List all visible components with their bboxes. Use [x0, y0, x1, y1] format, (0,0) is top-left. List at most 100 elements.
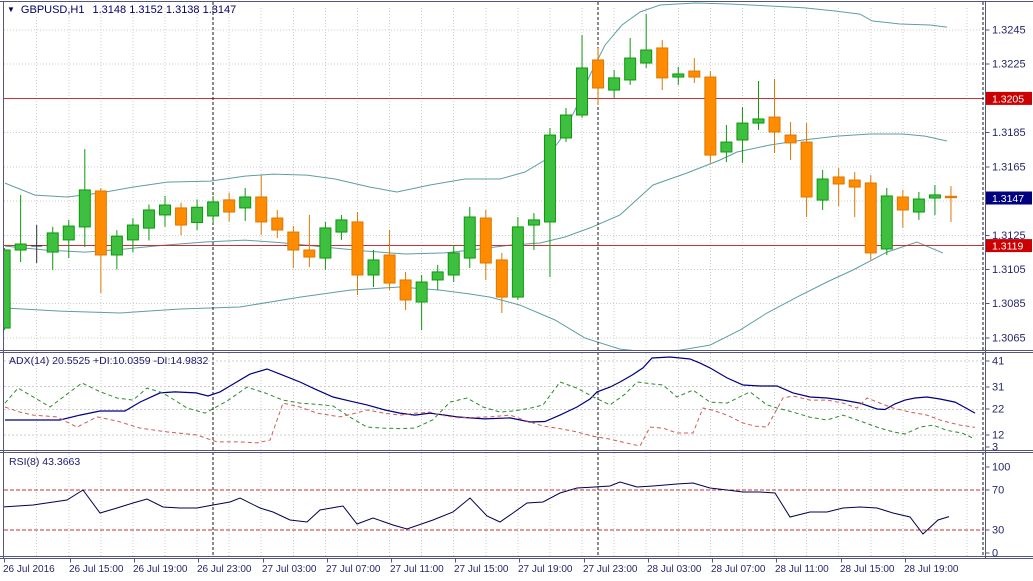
rsi-tick-label: 100 — [992, 462, 1010, 474]
candle-body — [335, 219, 348, 233]
price-tick-label: 1.3185 — [992, 127, 1026, 139]
candle-body — [142, 209, 155, 229]
time-tick-label: 28 Jul 11:00 — [775, 564, 829, 575]
candle-body — [560, 114, 572, 139]
candle-30 — [479, 209, 492, 280]
candle-43 — [688, 58, 701, 84]
adx-indicator-label: ADX(14) 20.5525 +DI:10.0359 -DI:14.9832 — [9, 355, 209, 367]
candle-body — [527, 219, 540, 226]
candles — [4, 13, 957, 331]
candle-44 — [704, 71, 717, 163]
rsi-tick-label: 0 — [992, 548, 998, 560]
candle-39 — [624, 38, 637, 85]
price-badge-label: 1.3147 — [992, 193, 1024, 205]
candle-body — [207, 201, 220, 217]
candle-56 — [896, 189, 909, 228]
candle-body — [110, 235, 123, 256]
candle-body — [431, 271, 444, 281]
candle-3 — [46, 226, 59, 271]
time-tick-label: 28 Jul 15:00 — [840, 564, 895, 575]
candle-body — [592, 59, 605, 89]
candle-body — [159, 204, 171, 216]
candle-48 — [768, 78, 781, 154]
candle-29 — [463, 207, 476, 268]
candle-body — [576, 67, 589, 116]
candle-body — [896, 196, 909, 211]
price-tick-label: 1.3085 — [992, 298, 1026, 310]
candle-15 — [239, 187, 252, 221]
candle-31 — [495, 252, 508, 313]
candle-18 — [287, 226, 300, 268]
adx-tick-label: 22 — [992, 404, 1004, 416]
candle-14 — [223, 192, 236, 222]
candle-6 — [94, 187, 107, 293]
adx-tick-label: 3 — [992, 442, 998, 454]
candle-38 — [608, 70, 621, 98]
candle-57 — [912, 192, 925, 220]
candle-22 — [351, 212, 364, 296]
candle-body — [351, 221, 364, 276]
adx-line — [5, 356, 976, 423]
candle-body — [367, 259, 380, 276]
candle-body — [271, 217, 284, 231]
ohlc-values: 1.3148 1.3152 1.3138 1.3147 — [92, 4, 237, 16]
candle-body — [78, 189, 91, 228]
candle-body — [640, 49, 653, 64]
candle-40 — [640, 13, 653, 68]
price-badge-label: 1.3119 — [992, 241, 1023, 253]
candle-body — [912, 198, 925, 213]
adx-gridlines — [4, 360, 984, 436]
candle-body — [46, 232, 59, 253]
candle-26 — [415, 274, 428, 331]
candle-12 — [191, 199, 204, 231]
rsi-indicator-label: RSI(8) 43.3663 — [9, 456, 81, 468]
candle-19 — [303, 214, 316, 267]
candle-2 — [31, 225, 43, 264]
price-badge-1.3205 — [986, 91, 1032, 105]
price-tick-label: 1.3245 — [992, 25, 1026, 37]
price-tick-label: 1.3125 — [992, 230, 1026, 242]
candle-32 — [511, 216, 524, 300]
candle-59 — [944, 186, 957, 222]
adx-tick-label: 12 — [992, 430, 1004, 442]
candle-body — [4, 249, 11, 329]
symbol-dropdown-icon[interactable]: ▼ — [7, 5, 15, 14]
time-tick-label: 28 Jul 19:00 — [904, 564, 959, 575]
candle-body — [399, 279, 412, 301]
candle-body — [126, 224, 139, 241]
price-badge-1.3147 — [986, 191, 1032, 205]
candle-28 — [447, 245, 460, 283]
candle-41 — [656, 39, 669, 91]
candle-53 — [848, 172, 861, 217]
time-axis[interactable]: 26 Jul 2016 26 Jul 15:00 26 Jul 19:00 26 Ju… — [3, 558, 959, 576]
rsi-pane-lines — [4, 481, 984, 535]
candle-body — [62, 225, 75, 241]
candle-body — [736, 122, 749, 141]
adx-tick-label: 41 — [992, 356, 1004, 368]
time-tick-label: 28 Jul 03:00 — [647, 564, 702, 575]
price-tick-label: 1.3065 — [992, 333, 1026, 345]
price-badges: 1.3205 1.3119 1.3147 — [986, 91, 1032, 253]
price-badge-label: 1.3205 — [992, 93, 1024, 105]
candle-body — [415, 281, 428, 303]
time-tick-label: 26 Jul 23:00 — [197, 564, 252, 575]
candle-body — [816, 178, 829, 201]
candle-1 — [14, 194, 27, 262]
candle-46 — [736, 106, 749, 163]
candle-55 — [880, 187, 893, 255]
candle-body — [800, 141, 813, 198]
candle-47 — [752, 80, 765, 130]
candle-54 — [864, 175, 877, 260]
price-badge-1.3119 — [986, 239, 1032, 253]
candle-body — [255, 196, 268, 223]
symbol-label: GBPUSD,H1 — [20, 4, 85, 16]
candle-body — [463, 216, 476, 259]
candle-35 — [560, 108, 572, 143]
time-tick-label: 27 Jul 07:00 — [326, 564, 381, 575]
rsi-line — [4, 481, 950, 535]
candle-body — [239, 196, 252, 209]
indicator-axes[interactable]: 41 31 22 123 100 70 30 0 — [985, 356, 1011, 560]
time-tick-label: 26 Jul 15:00 — [69, 564, 124, 575]
